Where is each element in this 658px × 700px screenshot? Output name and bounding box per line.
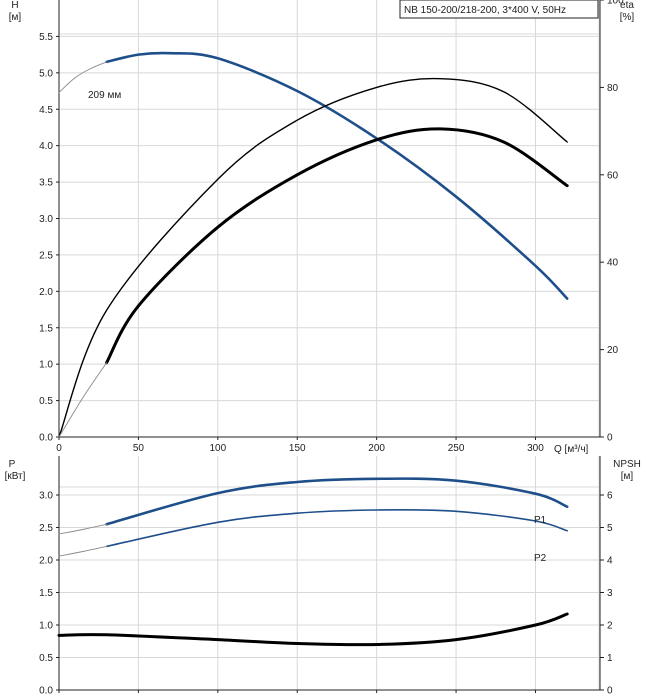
- axis-layer: 0.00.51.01.52.02.53.03.54.04.55.05.50204…: [39, 0, 624, 697]
- p1-label: P1: [534, 515, 547, 526]
- upper-series-1-line: [58, 61, 108, 93]
- x-tick-label: 300: [527, 443, 544, 454]
- upper-left-tick-label: 2.0: [39, 287, 53, 298]
- x-tick-label: 0: [56, 443, 62, 454]
- upper-left-tick-label: 4.5: [39, 105, 53, 116]
- lower-series-0-line: [105, 477, 569, 526]
- upper-left-axis-title: H: [11, 0, 18, 11]
- lower-right-tick-label: 2: [607, 621, 613, 632]
- upper-left-tick-label: 4.0: [39, 141, 53, 152]
- series-layer: [57, 51, 569, 647]
- lower-right-tick-label: 0: [607, 686, 613, 697]
- lower-left-tick-label: 2.5: [39, 523, 53, 534]
- lower-left-tick-label: 1.0: [39, 621, 53, 632]
- upper-right-tick-label: 0: [607, 433, 613, 444]
- legend-box-frame: [399, 0, 599, 19]
- x-tick-label: 150: [289, 443, 306, 454]
- upper-left-tick-label: 5.0: [39, 68, 53, 79]
- upper-left-tick-label: 2.5: [39, 250, 53, 261]
- upper-left-tick-label: 0.5: [39, 396, 53, 407]
- lower-series-4-line: [57, 612, 569, 647]
- x-tick-label: 250: [448, 443, 465, 454]
- upper-left-tick-label: 3.5: [39, 178, 53, 189]
- impeller-diameter-label: 209 мм: [88, 90, 121, 101]
- lower-series-1-line: [58, 523, 108, 535]
- p2-label: P2: [534, 553, 547, 564]
- x-tick-label: 200: [368, 443, 385, 454]
- upper-right-tick-label: 20: [607, 345, 619, 356]
- upper-right-axis-title: eta: [620, 0, 634, 11]
- lower-series-2-line: [105, 508, 568, 548]
- lower-right-tick-label: 3: [607, 588, 613, 599]
- lower-left-axis-title: P: [9, 459, 16, 470]
- upper-right-tick-label: 60: [607, 170, 619, 181]
- upper-series-0-line: [105, 51, 569, 300]
- lower-left-tick-label: 0.0: [39, 686, 53, 697]
- lower-right-tick-label: 5: [607, 523, 613, 534]
- x-axis-title: Q [м³/ч]: [554, 444, 589, 455]
- upper-series-4-line: [58, 362, 108, 438]
- label-layer: H [м] eta [%] P [кВт] NPSH [м] Q [м³/ч] …: [5, 0, 641, 564]
- legend-box-text: NB 150-200/218-200, 3*400 V, 50Hz: [404, 5, 566, 16]
- x-tick-label: 50: [133, 443, 145, 454]
- lower-right-tick-label: 4: [607, 556, 613, 567]
- upper-right-tick-label: 40: [607, 258, 619, 269]
- lower-series-3-line: [58, 545, 108, 557]
- lower-left-tick-label: 2.0: [39, 556, 53, 567]
- upper-series-2-line: [58, 77, 568, 438]
- lower-left-tick-label: 0.5: [39, 653, 53, 664]
- x-tick-label: 100: [209, 443, 226, 454]
- lower-right-tick-label: 6: [607, 491, 613, 502]
- lower-right-tick-label: 1: [607, 653, 613, 664]
- lower-left-axis-unit: [кВт]: [5, 471, 26, 482]
- upper-series-3-line: [105, 127, 569, 365]
- lower-left-tick-label: 1.5: [39, 588, 53, 599]
- grid-layer: [58, 0, 600, 691]
- upper-left-tick-label: 5.5: [39, 32, 53, 43]
- lower-right-axis-unit: [м]: [621, 471, 634, 482]
- lower-left-tick-label: 3.0: [39, 491, 53, 502]
- upper-left-axis-unit: [м]: [9, 12, 22, 23]
- lower-right-axis-title: NPSH: [613, 459, 641, 470]
- upper-right-tick-label: 80: [607, 83, 619, 94]
- upper-left-tick-label: 1.5: [39, 323, 53, 334]
- upper-left-tick-label: 0.0: [39, 433, 53, 444]
- upper-left-tick-label: 3.0: [39, 214, 53, 225]
- upper-right-tick-label: 100: [607, 0, 624, 7]
- upper-left-tick-label: 1.0: [39, 360, 53, 371]
- upper-right-axis-unit: [%]: [620, 12, 635, 23]
